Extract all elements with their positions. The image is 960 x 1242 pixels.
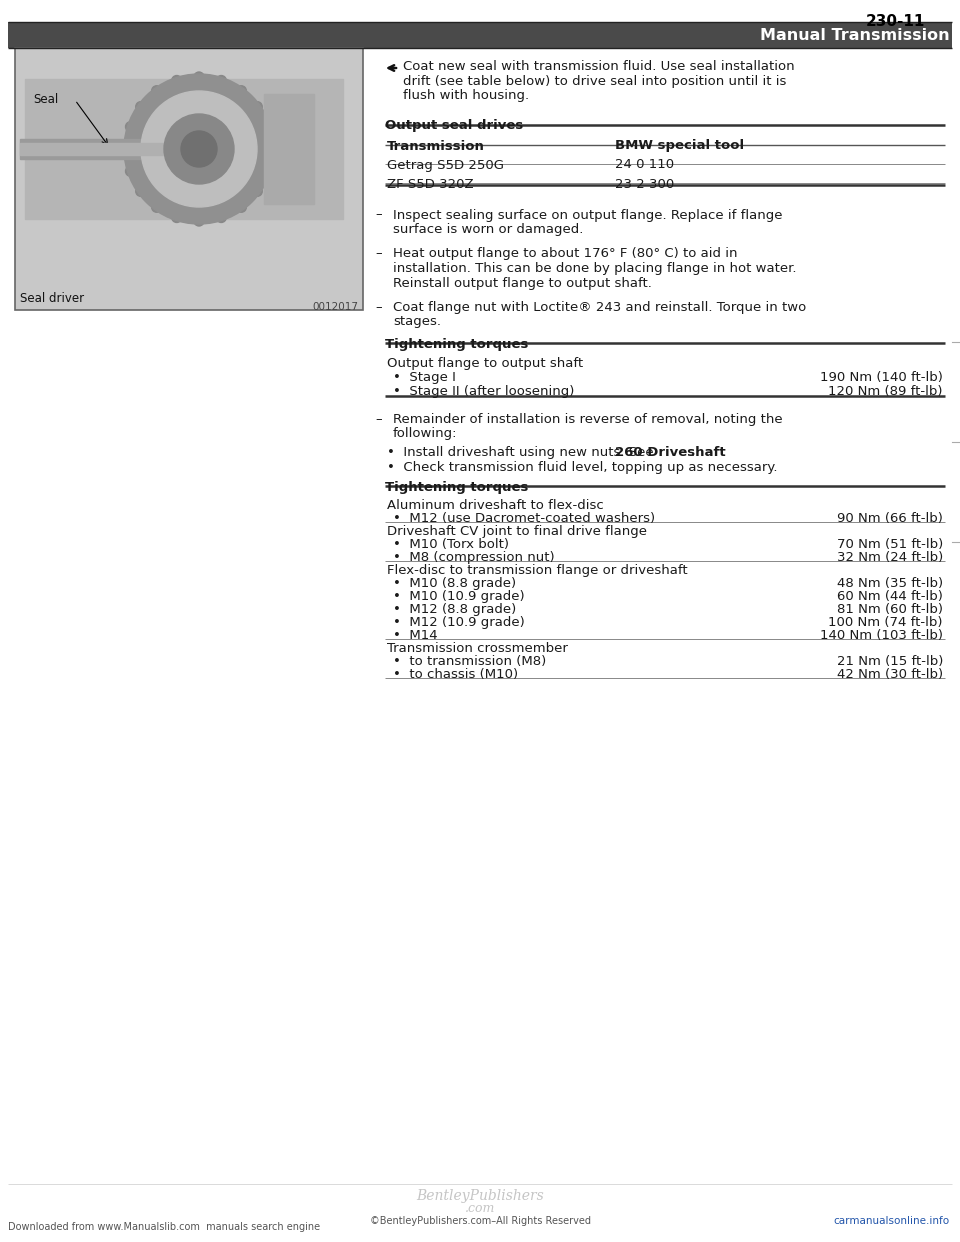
- Text: 32 Nm (24 ft-lb): 32 Nm (24 ft-lb): [837, 551, 943, 564]
- Text: 70 Nm (51 ft-lb): 70 Nm (51 ft-lb): [837, 538, 943, 551]
- Circle shape: [216, 212, 227, 222]
- Text: 48 Nm (35 ft-lb): 48 Nm (35 ft-lb): [837, 578, 943, 590]
- Text: 140 Nm (103 ft-lb): 140 Nm (103 ft-lb): [820, 628, 943, 642]
- Text: •  Install driveshaft using new nuts. See: • Install driveshaft using new nuts. See: [387, 446, 658, 460]
- Text: Downloaded from www.Manualslib.com  manuals search engine: Downloaded from www.Manualslib.com manua…: [8, 1222, 320, 1232]
- Text: Driveshaft CV joint to final drive flange: Driveshaft CV joint to final drive flang…: [387, 525, 647, 538]
- Text: –: –: [375, 247, 382, 261]
- Text: –: –: [375, 209, 382, 221]
- Text: BMW special tool: BMW special tool: [615, 139, 744, 153]
- Text: Heat output flange to about 176° F (80° C) to aid in: Heat output flange to about 176° F (80° …: [393, 247, 737, 261]
- Text: Output flange to output shaft: Output flange to output shaft: [387, 356, 583, 370]
- Bar: [25, 79, 343, 219]
- Circle shape: [141, 91, 257, 207]
- Text: 42 Nm (30 ft-lb): 42 Nm (30 ft-lb): [837, 668, 943, 681]
- Circle shape: [216, 76, 227, 86]
- Text: 120 Nm (89 ft-lb): 120 Nm (89 ft-lb): [828, 385, 943, 397]
- Text: 190 Nm (140 ft-lb): 190 Nm (140 ft-lb): [820, 371, 943, 384]
- Bar: [20, 139, 184, 159]
- Text: •  M8 (compression nut): • M8 (compression nut): [393, 551, 555, 564]
- Text: •  M12 (use Dacromet-coated washers): • M12 (use Dacromet-coated washers): [393, 512, 655, 525]
- Text: –: –: [375, 301, 382, 314]
- Text: Tightening torques: Tightening torques: [385, 481, 528, 494]
- Circle shape: [262, 122, 273, 132]
- Text: •  Stage I: • Stage I: [393, 371, 456, 384]
- Text: ZF S5D 320Z: ZF S5D 320Z: [387, 178, 473, 190]
- Text: 21 Nm (15 ft-lb): 21 Nm (15 ft-lb): [836, 655, 943, 668]
- Text: Flex-disc to transmission flange or driveshaft: Flex-disc to transmission flange or driv…: [387, 564, 687, 578]
- Text: carmanualsonline.info: carmanualsonline.info: [834, 1216, 950, 1226]
- Circle shape: [124, 75, 274, 224]
- Text: Getrag S5D 250G: Getrag S5D 250G: [387, 159, 504, 171]
- Text: Coat new seal with transmission fluid. Use seal installation: Coat new seal with transmission fluid. U…: [403, 60, 795, 73]
- Text: Remainder of installation is reverse of removal, noting the: Remainder of installation is reverse of …: [393, 414, 782, 426]
- Circle shape: [181, 130, 217, 166]
- Text: drift (see table below) to drive seal into position until it is: drift (see table below) to drive seal in…: [403, 75, 786, 87]
- Text: Seal driver: Seal driver: [20, 292, 84, 306]
- Circle shape: [262, 166, 273, 176]
- Circle shape: [194, 216, 204, 226]
- Text: Seal: Seal: [33, 93, 59, 106]
- Text: •  M10 (8.8 grade): • M10 (8.8 grade): [393, 578, 516, 590]
- Text: 23 2 300: 23 2 300: [615, 178, 674, 190]
- Text: .com: .com: [465, 1201, 495, 1215]
- Text: •  Stage II (after loosening): • Stage II (after loosening): [393, 385, 574, 397]
- Text: •  Check transmission fluid level, topping up as necessary.: • Check transmission fluid level, toppin…: [387, 461, 778, 473]
- Circle shape: [152, 86, 161, 96]
- Text: •  M12 (10.9 grade): • M12 (10.9 grade): [393, 616, 525, 628]
- Text: stages.: stages.: [393, 315, 441, 328]
- Text: 24 0 110: 24 0 110: [615, 159, 674, 171]
- Text: •  M10 (Torx bolt): • M10 (Torx bolt): [393, 538, 509, 551]
- Text: .: .: [690, 446, 695, 460]
- Circle shape: [266, 144, 276, 154]
- Text: Tightening torques: Tightening torques: [385, 338, 528, 351]
- Circle shape: [172, 76, 181, 86]
- Circle shape: [194, 72, 204, 82]
- Text: surface is worn or damaged.: surface is worn or damaged.: [393, 224, 584, 236]
- Text: 81 Nm (60 ft-lb): 81 Nm (60 ft-lb): [837, 604, 943, 616]
- Text: –: –: [375, 414, 382, 426]
- Text: 230-11: 230-11: [866, 14, 925, 29]
- Text: Reinstall output flange to output shaft.: Reinstall output flange to output shaft.: [393, 277, 652, 289]
- Circle shape: [252, 186, 262, 196]
- Text: •  to transmission (M8): • to transmission (M8): [393, 655, 546, 668]
- Text: •  M10 (10.9 grade): • M10 (10.9 grade): [393, 590, 524, 604]
- Circle shape: [135, 102, 146, 112]
- Circle shape: [236, 202, 247, 212]
- Bar: [20, 143, 184, 155]
- Text: 90 Nm (66 ft-lb): 90 Nm (66 ft-lb): [837, 512, 943, 525]
- Text: 0012017: 0012017: [312, 302, 358, 312]
- Text: following:: following:: [393, 427, 458, 441]
- Text: •  M12 (8.8 grade): • M12 (8.8 grade): [393, 604, 516, 616]
- Text: ©BentleyPublishers.com–All Rights Reserved: ©BentleyPublishers.com–All Rights Reserv…: [370, 1216, 590, 1226]
- Bar: [8, 22, 952, 48]
- Circle shape: [122, 144, 132, 154]
- Text: 260 Driveshaft: 260 Driveshaft: [614, 446, 725, 460]
- Circle shape: [152, 202, 161, 212]
- Text: •  M14: • M14: [393, 628, 438, 642]
- Text: Transmission crossmember: Transmission crossmember: [387, 642, 568, 655]
- Text: Aluminum driveshaft to flex-disc: Aluminum driveshaft to flex-disc: [387, 499, 604, 512]
- Text: installation. This can be done by placing flange in hot water.: installation. This can be done by placin…: [393, 262, 797, 274]
- Circle shape: [236, 86, 247, 96]
- Text: flush with housing.: flush with housing.: [403, 89, 529, 102]
- Text: 100 Nm (74 ft-lb): 100 Nm (74 ft-lb): [828, 616, 943, 628]
- Text: Inspect sealing surface on output flange. Replace if flange: Inspect sealing surface on output flange…: [393, 209, 782, 221]
- Text: 60 Nm (44 ft-lb): 60 Nm (44 ft-lb): [837, 590, 943, 604]
- Bar: [264, 94, 314, 204]
- Circle shape: [126, 166, 135, 176]
- Text: •  to chassis (M10): • to chassis (M10): [393, 668, 518, 681]
- Circle shape: [164, 114, 234, 184]
- Text: Output seal drives: Output seal drives: [385, 119, 523, 133]
- Text: Transmission: Transmission: [387, 139, 485, 153]
- Circle shape: [172, 212, 181, 222]
- Circle shape: [252, 102, 262, 112]
- Text: Coat flange nut with Loctite® 243 and reinstall. Torque in two: Coat flange nut with Loctite® 243 and re…: [393, 301, 806, 314]
- Text: Manual Transmission: Manual Transmission: [760, 27, 950, 42]
- Bar: [15, 48, 363, 310]
- Circle shape: [126, 122, 135, 132]
- Text: BentleyPublishers: BentleyPublishers: [416, 1189, 544, 1203]
- Circle shape: [135, 186, 146, 196]
